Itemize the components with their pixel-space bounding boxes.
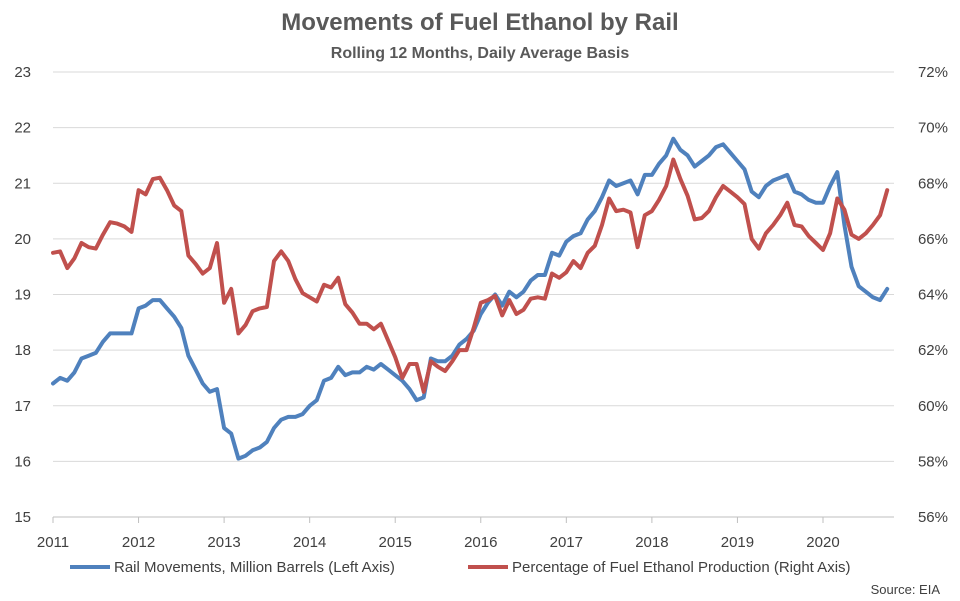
gridlines (53, 71, 894, 462)
legend: Rail Movements, Million Barrels (Left Ax… (70, 559, 851, 576)
right-tick-label: 56% (918, 509, 948, 526)
right-axis-tick-labels: 56% 58% 60% 62% 64% 66% 68% 70% 72% (918, 64, 948, 526)
right-tick-label: 70% (918, 120, 948, 137)
right-tick-label: 64% (918, 287, 948, 304)
legend-label-percentage-production: Percentage of Fuel Ethanol Production (R… (512, 559, 851, 576)
left-tick-label: 23 (14, 64, 31, 81)
x-tick-label: 2011 (37, 534, 69, 551)
chart-subtitle: Rolling 12 Months, Daily Average Basis (331, 45, 630, 62)
left-tick-label: 19 (14, 287, 31, 304)
series-lines (51, 136, 890, 461)
x-tick-label: 2013 (207, 534, 240, 551)
series-line-percentage-production (51, 157, 890, 394)
right-tick-label: 72% (918, 64, 948, 81)
left-tick-label: 16 (14, 453, 31, 470)
x-tick-label: 2014 (293, 534, 326, 551)
right-tick-label: 68% (918, 175, 948, 192)
x-tick-label: 2012 (122, 534, 155, 551)
x-tick-label: 2016 (464, 534, 497, 551)
legend-label-rail-movements: Rail Movements, Million Barrels (Left Ax… (114, 559, 395, 576)
left-tick-label: 21 (14, 175, 31, 192)
left-tick-label: 18 (14, 342, 31, 359)
chart-title: Movements of Fuel Ethanol by Rail (281, 9, 678, 36)
left-tick-label: 20 (14, 231, 31, 248)
series-line-rail-movements (51, 136, 890, 461)
source-note: Source: EIA (871, 582, 941, 597)
right-tick-label: 58% (918, 453, 948, 470)
left-tick-label: 17 (14, 398, 31, 415)
x-tick-label: 2018 (635, 534, 668, 551)
x-tick-label: 2015 (379, 534, 412, 551)
x-axis-tick-labels: 2011 2012 2013 2014 2015 2016 2017 2018 2019 2020 (37, 534, 840, 551)
axes (52, 516, 894, 523)
right-tick-label: 66% (918, 231, 948, 248)
left-tick-label: 15 (14, 509, 31, 526)
right-tick-label: 60% (918, 398, 948, 415)
left-tick-label: 22 (14, 120, 31, 137)
x-tick-label: 2017 (550, 534, 583, 551)
x-tick-label: 2019 (721, 534, 754, 551)
left-axis-tick-labels: 15 16 17 18 19 20 21 22 23 (14, 64, 31, 526)
x-tick-label: 2020 (806, 534, 839, 551)
right-tick-label: 62% (918, 342, 948, 359)
